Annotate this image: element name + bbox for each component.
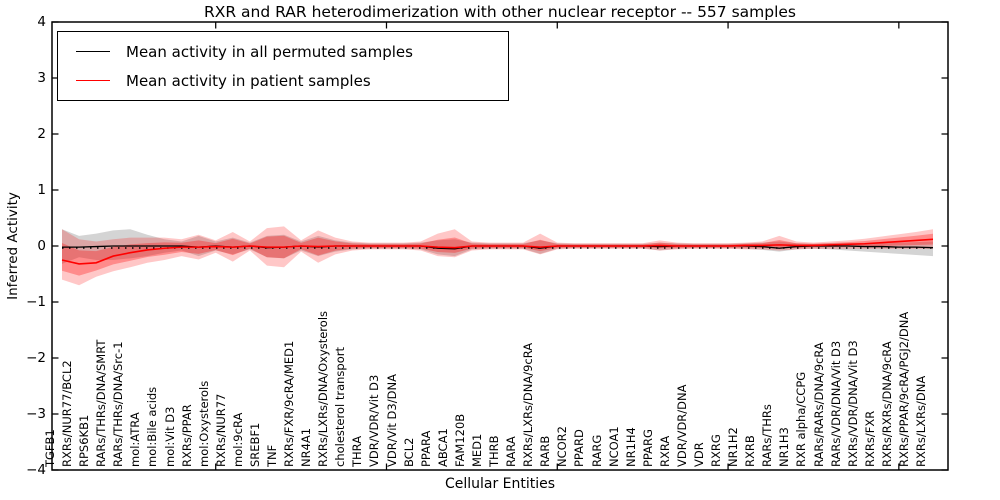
x-tick-label: mol:Oxysterols [196, 380, 211, 467]
x-tick-label: THRA [350, 435, 365, 467]
x-tick-label: NCOR2 [555, 426, 570, 467]
legend: Mean activity in all permuted samples Me… [57, 31, 509, 101]
x-tick-label: cholesterol transport [333, 347, 348, 467]
y-tick-label: 3 [37, 70, 46, 86]
x-tick-label: RXRs/VDR/DNA/Vit D3 [845, 340, 860, 467]
x-tick-label: FAM120B [452, 413, 467, 467]
x-tick-label: NR1H4 [623, 427, 638, 467]
x-tick-label: VDR/VDR/DNA [674, 384, 689, 468]
x-tick-label: PPARG [640, 429, 655, 467]
x-tick-label: NR1H2 [726, 427, 741, 467]
x-tick-label: VDR [691, 442, 706, 467]
y-tick-label: 0 [37, 238, 46, 254]
y-tick-label: 4 [37, 14, 46, 30]
y-tick-label: −2 [26, 350, 46, 366]
legend-red-line-swatch [76, 80, 110, 81]
x-tick-label: VDR/Vit D3/DNA [384, 374, 399, 467]
x-tick-label: RXR alpha/CCPG [794, 371, 809, 467]
x-tick-label: SREBF1 [247, 422, 262, 467]
y-tick-label: −4 [26, 462, 46, 478]
x-tick-label: NR1H3 [777, 427, 792, 467]
x-tick-label: RXRs/FXR [862, 410, 877, 467]
legend-black-line-swatch [76, 51, 110, 52]
x-tick-label: VDR/VDR/Vit D3 [367, 374, 382, 467]
x-tick-label: RXRB [743, 435, 758, 467]
x-tick-label: PPARA [418, 430, 433, 467]
x-tick-label: RXRs/LXRs/DNA/9cRA [521, 342, 536, 467]
x-tick-label: RXRs/PPAR/9cRA/PGJ2/DNA [896, 311, 911, 467]
x-tick-label: BCL2 [401, 437, 416, 467]
x-tick-label: THRB [487, 435, 502, 467]
x-axis-label: Cellular Entities [444, 476, 556, 492]
x-tick-label: RXRA [657, 435, 672, 467]
x-tick-label: RXRs/LXRs/DNA [914, 375, 928, 467]
legend-label-patient: Mean activity in patient samples [126, 71, 371, 90]
patient-band-inner [62, 233, 933, 276]
x-tick-label: RARs/THRs [760, 404, 775, 467]
x-tick-label: mol:Vit D3 [162, 406, 177, 467]
x-tick-label: NR4A1 [299, 427, 314, 467]
x-tick-label: RXRs/FXR/9cRA/MED1 [282, 340, 297, 467]
x-tick-label: mol:Bile acids [145, 386, 160, 467]
x-tick-label: mol:ATRA [128, 412, 143, 467]
x-tick-label: RARA [504, 436, 519, 467]
x-tick-label: PPARD [572, 429, 587, 467]
y-axis-label: Inferred Activity [5, 192, 21, 300]
x-tick-label: ABCA1 [435, 428, 450, 467]
patient-mean-line [61, 238, 934, 265]
x-tick-label: TGFB1 [43, 429, 57, 467]
x-tick-label: RARs/THRs/DNA/Src-1 [111, 341, 126, 467]
x-tick-label: RXRs/LXRs/DNA/Oxysterols [316, 310, 331, 467]
y-tick-label: 1 [37, 182, 46, 198]
x-tick-label: RPS6KB1 [77, 414, 92, 467]
x-tick-label: TNF [265, 444, 280, 467]
y-tick-label: −3 [26, 406, 46, 422]
x-tick-label: RARs/THRs/DNA/SMRT [94, 339, 109, 467]
x-tick-label: RARG [589, 434, 604, 467]
y-tick-label: −1 [26, 294, 46, 310]
x-tick-label: RXRs/NUR77 [213, 393, 228, 467]
x-tick-label: RXRs/PPAR [179, 404, 194, 467]
x-tick-label: RARs/RARs/DNA/9cRA [811, 342, 826, 467]
x-tick-label: RARB [538, 435, 553, 467]
x-tick-label: RXRs/NUR77/BCL2 [60, 360, 75, 467]
x-tick-label: MED1 [469, 433, 484, 467]
x-tick-label: RARs/VDR/DNA/Vit D3 [828, 340, 843, 467]
y-tick-label: 2 [37, 126, 46, 142]
legend-item-patient: Mean activity in patient samples [68, 66, 498, 95]
x-tick-label: NCOA1 [606, 426, 621, 467]
legend-label-permuted: Mean activity in all permuted samples [126, 42, 413, 61]
legend-item-permuted: Mean activity in all permuted samples [68, 37, 498, 66]
x-tick-label: RXRG [709, 434, 724, 467]
patient-band-outer [62, 226, 933, 286]
chart-title: RXR and RAR heterodimerization with othe… [203, 3, 797, 21]
x-tick-label: mol:9cRA [230, 412, 245, 467]
x-tick-label: RXRs/RXRs/DNA/9cRA [879, 341, 894, 467]
